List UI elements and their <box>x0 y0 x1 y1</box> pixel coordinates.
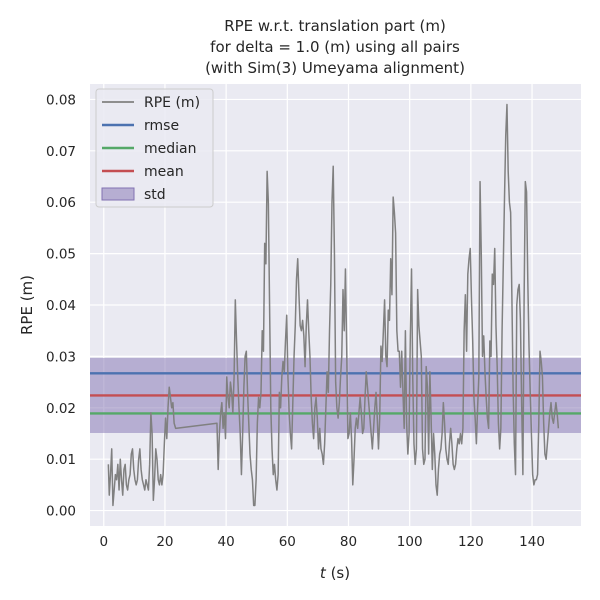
y-tick-label: 0.08 <box>46 92 76 108</box>
legend: RPE (m) rmse median mean std <box>95 88 214 208</box>
legend-label: mean <box>144 164 184 180</box>
y-axis-label: RPE (m) <box>18 275 36 335</box>
x-tick-label: 60 <box>279 534 296 550</box>
rpe-series-line <box>107 103 560 507</box>
y-tick-label: 0.07 <box>46 144 76 160</box>
chart-title: RPE w.r.t. translation part (m) for delt… <box>205 17 465 77</box>
title-line-2: for delta = 1.0 (m) using all pairs <box>210 38 460 56</box>
x-axis-label: t (s) <box>320 564 350 582</box>
x-tick-label: 20 <box>156 534 173 550</box>
x-tick-label: 100 <box>397 534 423 550</box>
legend-label: std <box>144 187 166 203</box>
title-line-3: (with Sim(3) Umeyama alignment) <box>205 59 465 77</box>
y-tick-label: 0.05 <box>46 247 76 263</box>
legend-label: median <box>144 141 196 157</box>
y-tick-label: 0.04 <box>46 298 76 314</box>
x-tick-label: 120 <box>458 534 484 550</box>
y-tick-label: 0.03 <box>46 349 76 365</box>
legend-frame <box>95 88 214 208</box>
x-axis-label-var: t <box>320 564 327 582</box>
x-axis-label-unit: (s) <box>326 564 350 582</box>
x-tick-label: 0 <box>99 534 108 550</box>
x-tick-label: 40 <box>218 534 235 550</box>
x-tick-label: 140 <box>519 534 545 550</box>
y-tick-label: 0.01 <box>46 452 76 468</box>
y-tick-label: 0.06 <box>46 195 76 211</box>
series-layer <box>107 103 560 507</box>
legend-swatch-std <box>101 187 135 201</box>
tick-labels: 0 20 40 60 80 100 120 140 0.00 0.01 0.02 0.03 0.04 0.… <box>46 92 545 550</box>
x-tick-label: 80 <box>340 534 357 550</box>
y-tick-label: 0.00 <box>46 504 76 520</box>
y-tick-label: 0.02 <box>46 401 76 417</box>
legend-label: rmse <box>144 118 179 134</box>
legend-label: RPE (m) <box>144 95 200 111</box>
title-line-1: RPE w.r.t. translation part (m) <box>224 17 446 35</box>
